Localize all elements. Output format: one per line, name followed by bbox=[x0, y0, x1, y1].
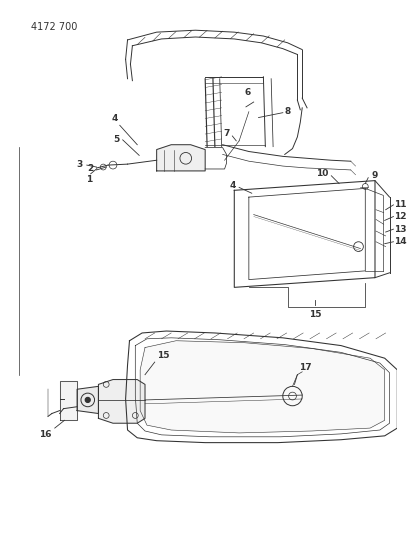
Text: 7: 7 bbox=[223, 128, 229, 138]
Polygon shape bbox=[157, 145, 205, 171]
Text: 13: 13 bbox=[395, 224, 407, 233]
Text: 9: 9 bbox=[371, 171, 377, 180]
Text: 11: 11 bbox=[395, 200, 407, 209]
Text: 2: 2 bbox=[87, 164, 93, 173]
Text: 4: 4 bbox=[111, 115, 118, 123]
Polygon shape bbox=[77, 386, 98, 414]
Text: 1: 1 bbox=[86, 175, 92, 184]
Text: 15: 15 bbox=[308, 310, 321, 319]
Text: 8: 8 bbox=[285, 107, 291, 116]
Text: 5: 5 bbox=[113, 135, 120, 144]
Text: 4: 4 bbox=[230, 181, 236, 190]
Circle shape bbox=[85, 398, 90, 402]
Text: 15: 15 bbox=[157, 351, 169, 360]
Text: 12: 12 bbox=[395, 212, 407, 221]
Text: 4172 700: 4172 700 bbox=[31, 22, 77, 33]
Text: 10: 10 bbox=[316, 169, 328, 179]
Polygon shape bbox=[98, 379, 145, 423]
Text: 16: 16 bbox=[39, 430, 52, 439]
Text: 6: 6 bbox=[245, 88, 251, 97]
Text: 14: 14 bbox=[395, 237, 407, 246]
Text: 3: 3 bbox=[77, 159, 83, 168]
Polygon shape bbox=[60, 382, 77, 421]
Polygon shape bbox=[140, 341, 385, 433]
Text: 17: 17 bbox=[299, 363, 312, 372]
